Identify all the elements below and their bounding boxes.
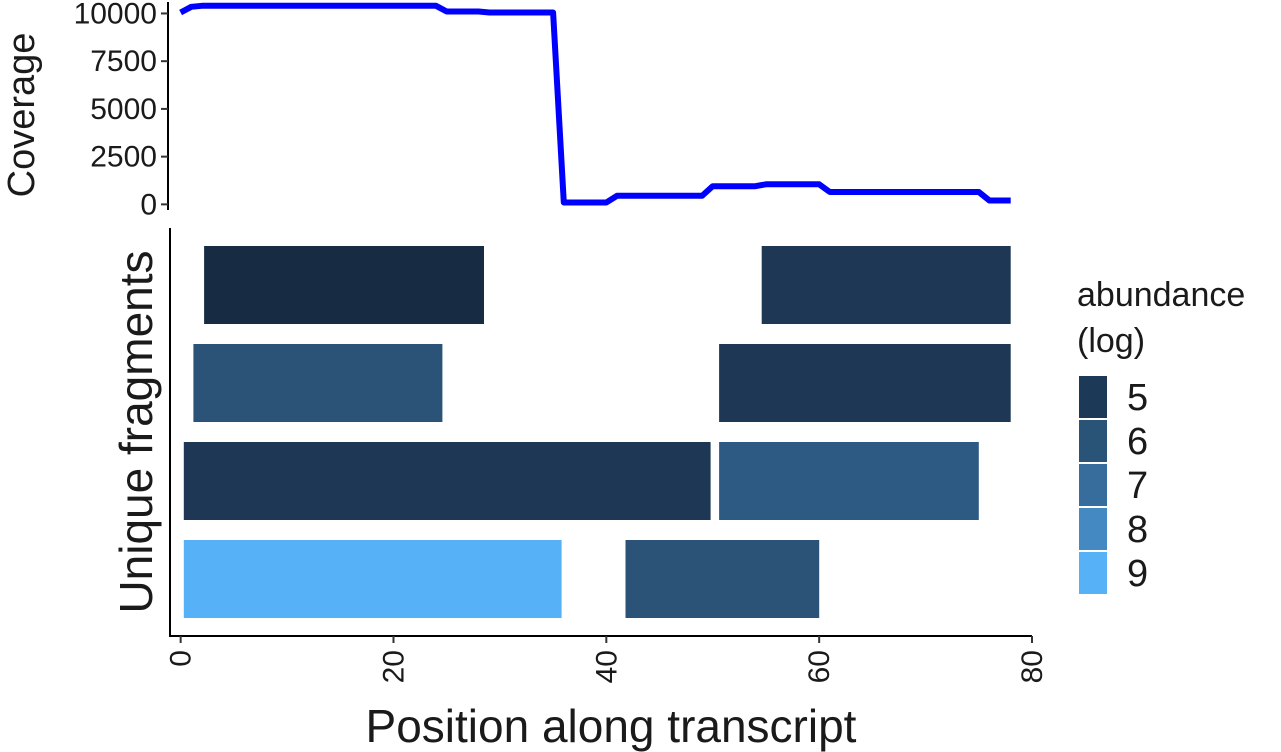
fragments-x-ticks: 0 20 40 60 80: [165, 636, 1049, 683]
legend-key-label: 8: [1127, 509, 1148, 551]
coverage-y-tick-label: 0: [140, 188, 157, 221]
x-tick-label: 40: [590, 650, 623, 683]
legend-key-label: 7: [1127, 465, 1148, 507]
fragment-bar: [193, 344, 443, 422]
fragment-bars: [183, 246, 1011, 618]
fragment-bar: [204, 246, 484, 324]
x-axis-title: Position along transcript: [366, 700, 857, 752]
coverage-y-axis-title: Coverage: [1, 33, 43, 198]
coverage-line: [179, 2, 1011, 206]
x-tick-label: 0: [165, 650, 198, 667]
fragment-bar: [183, 540, 562, 618]
fragment-bar: [719, 442, 979, 520]
x-tick-label: 20: [377, 650, 410, 683]
legend-key-swatch: [1079, 420, 1107, 462]
fragment-bar: [761, 246, 1011, 324]
fragments-y-axis-title: Unique fragments: [110, 250, 162, 613]
coverage-y-tick-label: 2500: [90, 141, 157, 174]
legend-key-swatch: [1079, 508, 1107, 550]
coverage-y-ticks: 0 2500 5000 7500 10000: [74, 0, 168, 221]
legend-title-line-2: (log): [1077, 322, 1145, 360]
legend-key-swatch: [1079, 464, 1107, 506]
legend-key-label: 6: [1127, 421, 1148, 463]
x-tick-label: 80: [1016, 650, 1049, 683]
legend-key-swatch: [1079, 552, 1107, 594]
x-tick-label: 60: [803, 650, 836, 683]
coverage-panel: 0 2500 5000 7500 10000 Coverage: [1, 0, 1011, 221]
coverage-y-tick-label: 5000: [90, 93, 157, 126]
fragment-bar: [719, 344, 1011, 422]
legend-key-label: 9: [1127, 553, 1148, 595]
coverage-y-tick-label: 10000: [74, 0, 157, 30]
fragments-panel: 0 20 40 60 80 Unique fragments Position alon…: [110, 228, 1049, 752]
fragment-bar: [183, 442, 711, 520]
legend-key-label: 5: [1127, 377, 1148, 419]
coverage-y-tick-label: 7500: [90, 45, 157, 78]
legend-key-swatch: [1079, 376, 1107, 418]
legend-title-line-1: abundance: [1077, 276, 1245, 314]
fragment-bar: [625, 540, 820, 618]
